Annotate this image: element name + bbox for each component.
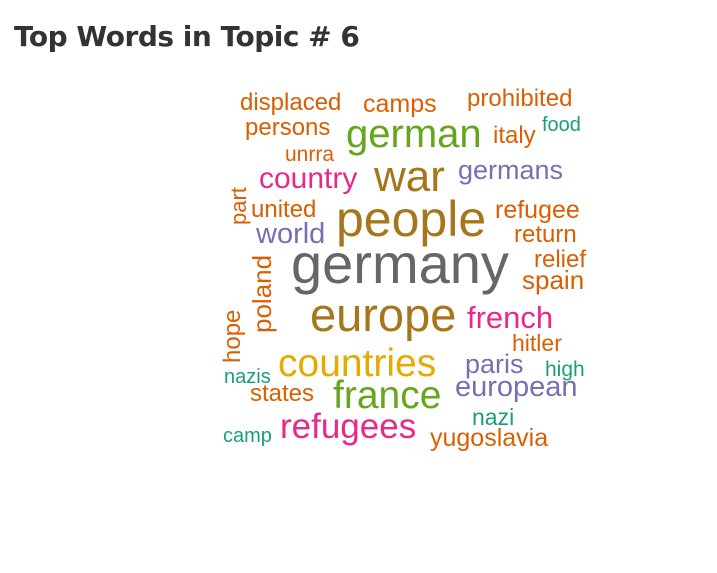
word-hope: hope [219, 309, 246, 363]
word-relief: relief [534, 246, 587, 273]
word-hitler: hitler [512, 330, 562, 356]
word-france: france [333, 374, 442, 417]
word-italy: italy [493, 122, 536, 149]
word-europe: europe [310, 288, 457, 341]
word-yugoslavia: yugoslavia [430, 424, 549, 452]
word-displaced: displaced [240, 89, 342, 116]
word-germany: germany [291, 232, 509, 295]
word-persons: persons [245, 114, 331, 141]
word-camp: camp [223, 425, 272, 447]
word-return: return [514, 221, 577, 248]
word-refugees: refugees [280, 407, 417, 446]
word-european: european [455, 371, 578, 403]
word-high: high [545, 358, 585, 381]
word-part: part [226, 187, 251, 225]
word-united: united [251, 196, 317, 223]
word-nazis: nazis [224, 366, 271, 388]
page-title: Top Words in Topic # 6 [14, 20, 360, 53]
word-food: food [542, 114, 581, 136]
word-unrra: unrra [285, 143, 335, 166]
word-states: states [250, 380, 315, 407]
word-spain: spain [522, 265, 585, 295]
word-german: german [346, 112, 482, 156]
word-poland: poland [247, 254, 277, 333]
word-war: war [374, 152, 445, 201]
word-refugee: refugee [495, 196, 580, 224]
word-camps: camps [363, 90, 437, 118]
word-countries: countries [278, 342, 437, 385]
word-people: people [336, 191, 487, 247]
word-germans: germans [458, 155, 564, 185]
word-country: country [259, 162, 358, 195]
word-world: world [256, 218, 326, 250]
word-nazi: nazi [472, 404, 515, 430]
word-french: french [467, 300, 554, 335]
word-prohibited: prohibited [467, 85, 573, 112]
word-paris: paris [465, 349, 524, 379]
